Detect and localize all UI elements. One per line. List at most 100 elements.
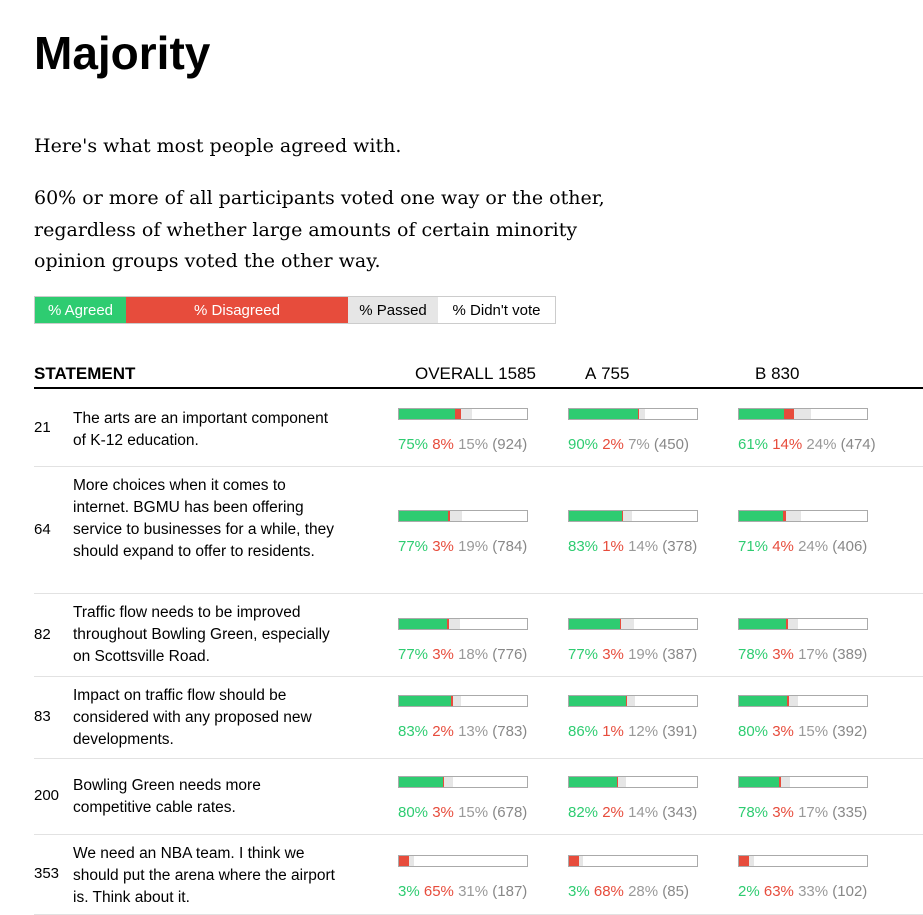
disagree-percent: 4%: [772, 538, 798, 555]
vote-bar: [568, 408, 698, 420]
overall-votes: 3% 65% 31% (187): [398, 855, 558, 900]
vote-bar: [398, 510, 528, 522]
group-b-votes: 80% 3% 15% (392): [738, 695, 898, 740]
legend-agreed: % Agreed: [35, 297, 126, 323]
disagree-percent: 1%: [602, 723, 628, 740]
disagree-percent: 3%: [432, 538, 458, 555]
agree-percent: 80%: [738, 723, 772, 740]
statement-id: 83: [34, 708, 51, 725]
agree-percent: 90%: [568, 436, 602, 453]
vote-bar: [738, 618, 868, 630]
agree-percent: 71%: [738, 538, 772, 555]
agree-percent: 86%: [568, 723, 602, 740]
statement-text: Bowling Green needs more competitive cab…: [73, 775, 343, 819]
vote-bar: [568, 695, 698, 707]
overall-votes: 77% 3% 18% (776): [398, 618, 558, 663]
agree-fill: [569, 409, 638, 419]
agree-percent: 77%: [568, 646, 602, 663]
disagree-percent: 2%: [432, 723, 458, 740]
disagree-fill: [739, 856, 749, 866]
vote-count: (102): [832, 883, 867, 900]
statement-id: 200: [34, 787, 59, 804]
pass-percent: 28%: [628, 883, 662, 900]
agree-percent: 75%: [398, 436, 432, 453]
pass-percent: 17%: [798, 646, 832, 663]
vote-count: (187): [492, 883, 527, 900]
pass-fill: [786, 511, 801, 521]
agree-fill: [739, 511, 783, 521]
agree-fill: [569, 696, 626, 706]
pass-fill: [781, 777, 790, 787]
agree-fill: [739, 777, 779, 787]
pass-percent: 33%: [798, 883, 832, 900]
agree-percent: 83%: [398, 723, 432, 740]
pass-percent: 14%: [628, 538, 662, 555]
table-row: 200 Bowling Green needs more competitive …: [34, 758, 923, 835]
group-b-votes: 71% 4% 24% (406): [738, 510, 898, 555]
pass-fill: [788, 619, 798, 629]
overall-votes: 83% 2% 13% (783): [398, 695, 558, 740]
table-row: 83 Impact on traffic flow should be consi…: [34, 676, 923, 759]
disagree-percent: 3%: [772, 804, 798, 821]
statement-text: More choices when it comes to internet. …: [73, 475, 343, 563]
disagree-percent: 3%: [772, 723, 798, 740]
disagree-percent: 8%: [432, 436, 458, 453]
agree-percent: 77%: [398, 646, 432, 663]
agree-fill: [399, 409, 455, 419]
agree-percent: 80%: [398, 804, 432, 821]
agree-percent: 3%: [568, 883, 594, 900]
statement-text: Impact on traffic flow should be conside…: [73, 685, 343, 751]
agree-fill: [399, 619, 447, 629]
pass-percent: 15%: [458, 804, 492, 821]
agree-fill: [569, 777, 617, 787]
disagree-percent: 1%: [602, 538, 628, 555]
pass-percent: 14%: [628, 804, 662, 821]
vote-bar: [738, 408, 868, 420]
agree-fill: [739, 619, 786, 629]
agree-fill: [399, 777, 443, 787]
disagree-percent: 2%: [602, 436, 628, 453]
agree-fill: [739, 696, 787, 706]
header-a-label: A: [585, 364, 596, 383]
agree-percent: 61%: [738, 436, 772, 453]
pass-fill: [627, 696, 635, 706]
header-overall-count: 1585: [498, 364, 536, 383]
pass-percent: 15%: [798, 723, 832, 740]
statement-text: Traffic flow needs to be improved throug…: [73, 602, 343, 668]
pass-percent: 24%: [798, 538, 832, 555]
pass-percent: 24%: [806, 436, 840, 453]
pass-percent: 31%: [458, 883, 492, 900]
agree-fill: [399, 511, 448, 521]
disagree-percent: 68%: [594, 883, 628, 900]
group-b-votes: 2% 63% 33% (102): [738, 855, 898, 900]
header-b-label: B: [755, 364, 766, 383]
pass-fill: [623, 511, 632, 521]
vote-count: (784): [492, 538, 527, 555]
pass-percent: 17%: [798, 804, 832, 821]
table-header: STATEMENT OVERALL 1585 A 755 B 830: [34, 364, 923, 389]
disagree-fill: [399, 856, 409, 866]
group-a-votes: 77% 3% 19% (387): [568, 618, 728, 663]
pass-fill: [749, 856, 754, 866]
disagree-percent: 14%: [772, 436, 806, 453]
pass-percent: 7%: [628, 436, 654, 453]
vote-bar: [568, 618, 698, 630]
pass-percent: 15%: [458, 436, 492, 453]
pass-fill: [444, 777, 452, 787]
vote-bar: [738, 776, 868, 788]
statement-text: We need an NBA team. I think we should p…: [73, 843, 343, 909]
vote-count: (392): [832, 723, 867, 740]
disagree-percent: 3%: [772, 646, 798, 663]
vote-bar: [738, 510, 868, 522]
agree-percent: 82%: [568, 804, 602, 821]
pass-percent: 12%: [628, 723, 662, 740]
vote-count: (387): [662, 646, 697, 663]
vote-count: (406): [832, 538, 867, 555]
pass-fill: [409, 856, 414, 866]
pass-fill: [621, 619, 633, 629]
agree-percent: 2%: [738, 883, 764, 900]
header-group-b: B 830: [755, 364, 799, 384]
